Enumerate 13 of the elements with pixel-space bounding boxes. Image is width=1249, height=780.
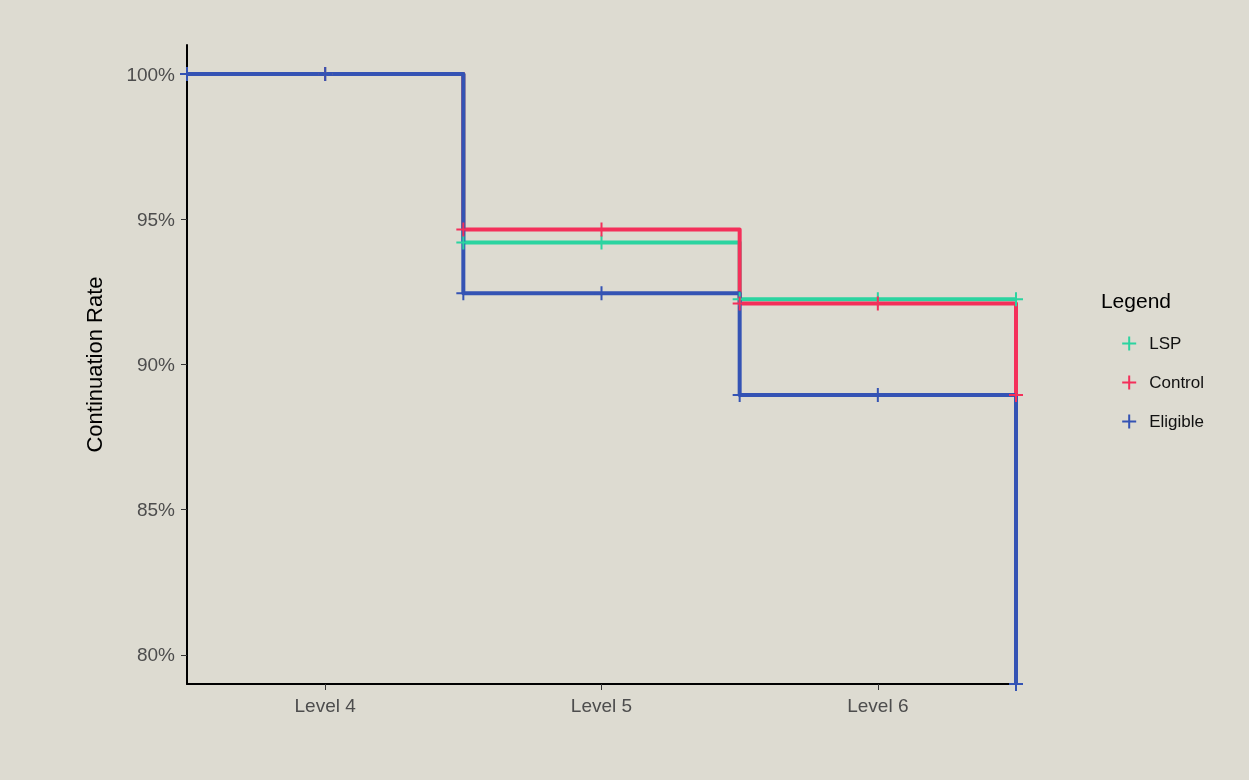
y-tick-label: 80% xyxy=(136,644,176,666)
y-tick-label: 100% xyxy=(126,63,176,85)
legend-label: Eligible xyxy=(1149,412,1204,431)
y-tick-label: 95% xyxy=(136,208,176,230)
y-axis-title: Continuation Rate xyxy=(81,276,107,453)
x-tick-label: Level 5 xyxy=(570,695,633,716)
y-tick-label: 90% xyxy=(136,354,176,375)
x-tick-label: Level 4 xyxy=(294,695,357,716)
legend-label: LSP xyxy=(1149,334,1182,353)
y-tick-label: 85% xyxy=(136,499,176,521)
legend-title: Legend xyxy=(1100,289,1171,312)
legend-label: Control xyxy=(1149,373,1204,392)
x-tick-label: Level 6 xyxy=(847,695,909,716)
